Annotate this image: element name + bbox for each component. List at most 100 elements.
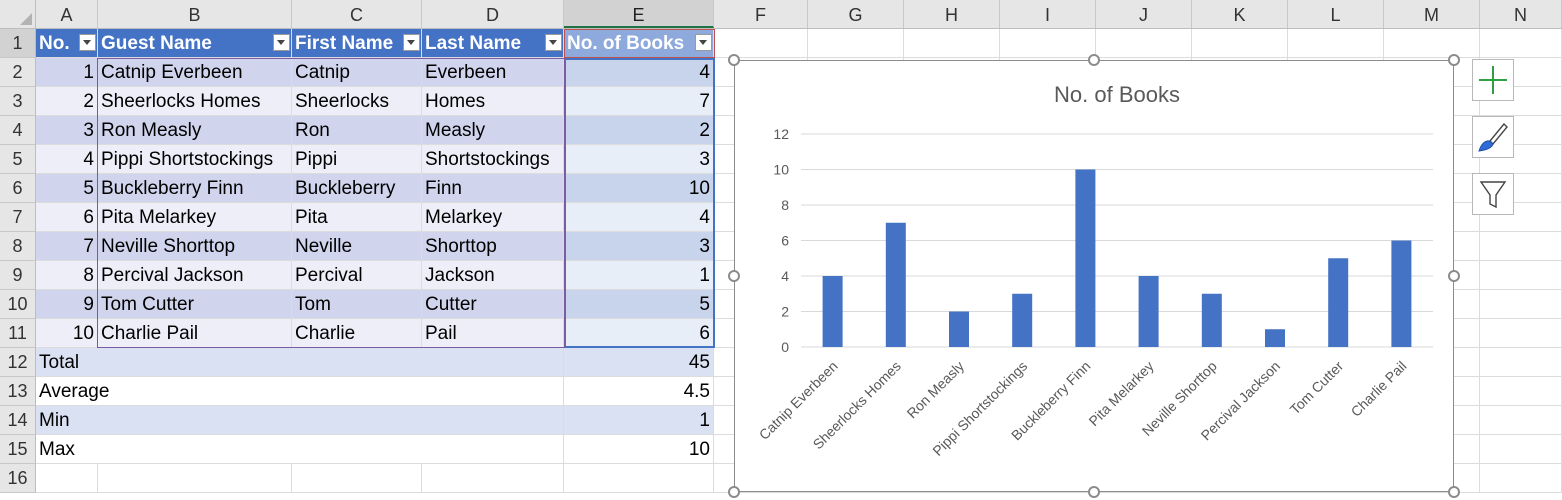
- table-row[interactable]: Neville: [292, 232, 422, 261]
- table-row[interactable]: 10: [36, 319, 98, 348]
- empty-cell[interactable]: [1000, 29, 1096, 58]
- column-header-l[interactable]: L: [1288, 0, 1384, 28]
- table-row[interactable]: Charlie: [292, 319, 422, 348]
- chart-resize-handle-br[interactable]: [1448, 486, 1460, 498]
- table-row[interactable]: 10: [564, 174, 714, 203]
- summary-value[interactable]: 4.5: [564, 377, 714, 406]
- row-header-7[interactable]: 7: [0, 203, 36, 232]
- filter-dropdown-icon[interactable]: [403, 34, 420, 51]
- table-row[interactable]: Jackson: [422, 261, 564, 290]
- filter-dropdown-icon[interactable]: [695, 34, 712, 51]
- table-row[interactable]: 7: [564, 87, 714, 116]
- table-row[interactable]: 7: [36, 232, 98, 261]
- table-row[interactable]: Buckleberry Finn: [98, 174, 292, 203]
- column-header-c[interactable]: C: [292, 0, 422, 28]
- table-header-4[interactable]: No. of Books: [564, 29, 714, 58]
- empty-cell[interactable]: [1480, 319, 1562, 348]
- table-header-1[interactable]: Guest Name: [98, 29, 292, 58]
- column-header-g[interactable]: G: [808, 0, 904, 28]
- empty-cell[interactable]: [1288, 29, 1384, 58]
- chart-filters-button[interactable]: [1472, 173, 1514, 215]
- empty-cell[interactable]: [1480, 435, 1562, 464]
- table-row[interactable]: 2: [36, 87, 98, 116]
- table-row[interactable]: Percival: [292, 261, 422, 290]
- table-row[interactable]: Percival Jackson: [98, 261, 292, 290]
- table-row[interactable]: Buckleberry: [292, 174, 422, 203]
- table-header-3[interactable]: Last Name: [422, 29, 564, 58]
- chart-resize-handle-tl[interactable]: [728, 54, 740, 66]
- filter-dropdown-icon[interactable]: [273, 34, 290, 51]
- table-row[interactable]: Neville Shorttop: [98, 232, 292, 261]
- row-header-1[interactable]: 1: [0, 29, 36, 58]
- column-header-k[interactable]: K: [1192, 0, 1288, 28]
- table-row[interactable]: Pita: [292, 203, 422, 232]
- column-header-n[interactable]: N: [1480, 0, 1562, 28]
- empty-cell[interactable]: [808, 29, 904, 58]
- empty-cell[interactable]: [1480, 232, 1562, 261]
- table-row[interactable]: 2: [564, 116, 714, 145]
- table-row[interactable]: 8: [36, 261, 98, 290]
- empty-cell[interactable]: [1096, 29, 1192, 58]
- empty-cell[interactable]: [422, 464, 564, 493]
- empty-cell[interactable]: [36, 464, 98, 493]
- row-header-9[interactable]: 9: [0, 261, 36, 290]
- empty-cell[interactable]: [1384, 464, 1480, 493]
- empty-cell[interactable]: [1384, 29, 1480, 58]
- filter-dropdown-icon[interactable]: [79, 34, 96, 51]
- table-row[interactable]: 6: [36, 203, 98, 232]
- row-header-2[interactable]: 2: [0, 58, 36, 87]
- row-header-14[interactable]: 14: [0, 406, 36, 435]
- empty-cell[interactable]: [1480, 464, 1562, 493]
- table-row[interactable]: Sheerlocks: [292, 87, 422, 116]
- summary-value[interactable]: 1: [564, 406, 714, 435]
- table-row[interactable]: 4: [564, 203, 714, 232]
- row-header-3[interactable]: 3: [0, 87, 36, 116]
- row-header-11[interactable]: 11: [0, 319, 36, 348]
- empty-cell[interactable]: [1480, 348, 1562, 377]
- table-row[interactable]: Tom: [292, 290, 422, 319]
- column-header-m[interactable]: M: [1384, 0, 1480, 28]
- row-header-13[interactable]: 13: [0, 377, 36, 406]
- row-header-4[interactable]: 4: [0, 116, 36, 145]
- table-row[interactable]: 6: [564, 319, 714, 348]
- column-header-a[interactable]: A: [36, 0, 98, 28]
- select-all-corner[interactable]: [0, 0, 36, 28]
- table-row[interactable]: Ron Measly: [98, 116, 292, 145]
- table-row[interactable]: 3: [564, 232, 714, 261]
- row-header-12[interactable]: 12: [0, 348, 36, 377]
- column-header-j[interactable]: J: [1096, 0, 1192, 28]
- column-header-h[interactable]: H: [904, 0, 1000, 28]
- table-row[interactable]: Finn: [422, 174, 564, 203]
- chart-resize-handle-bl[interactable]: [728, 486, 740, 498]
- table-row[interactable]: Homes: [422, 87, 564, 116]
- empty-cell[interactable]: [1480, 261, 1562, 290]
- table-row[interactable]: Pita Melarkey: [98, 203, 292, 232]
- chart-resize-handle-tr[interactable]: [1448, 54, 1460, 66]
- row-header-10[interactable]: 10: [0, 290, 36, 319]
- empty-cell[interactable]: [1192, 29, 1288, 58]
- empty-cell[interactable]: [1480, 406, 1562, 435]
- table-row[interactable]: Melarkey: [422, 203, 564, 232]
- bar-chart[interactable]: No. of Books 0 2 4 6 8 10 12 Catnip Everbeen Shee…: [734, 60, 1454, 492]
- chart-resize-handle-mr[interactable]: [1448, 270, 1460, 282]
- column-header-d[interactable]: D: [422, 0, 564, 28]
- chart-elements-button[interactable]: [1472, 59, 1514, 101]
- empty-cell[interactable]: [1480, 290, 1562, 319]
- chart-styles-button[interactable]: [1472, 116, 1514, 158]
- row-header-15[interactable]: 15: [0, 435, 36, 464]
- summary-value[interactable]: 45: [564, 348, 714, 377]
- table-row[interactable]: 4: [36, 145, 98, 174]
- table-row[interactable]: Pippi: [292, 145, 422, 174]
- table-row[interactable]: Charlie Pail: [98, 319, 292, 348]
- table-row[interactable]: Ron: [292, 116, 422, 145]
- table-row[interactable]: Tom Cutter: [98, 290, 292, 319]
- table-row[interactable]: Pippi Shortstockings: [98, 145, 292, 174]
- chart-resize-handle-ml[interactable]: [728, 270, 740, 282]
- table-row[interactable]: 5: [36, 174, 98, 203]
- row-header-5[interactable]: 5: [0, 145, 36, 174]
- column-header-i[interactable]: I: [1000, 0, 1096, 28]
- table-row[interactable]: Catnip Everbeen: [98, 58, 292, 87]
- chart-resize-handle-bc[interactable]: [1088, 486, 1100, 498]
- chart-resize-handle-tc[interactable]: [1088, 54, 1100, 66]
- row-header-8[interactable]: 8: [0, 232, 36, 261]
